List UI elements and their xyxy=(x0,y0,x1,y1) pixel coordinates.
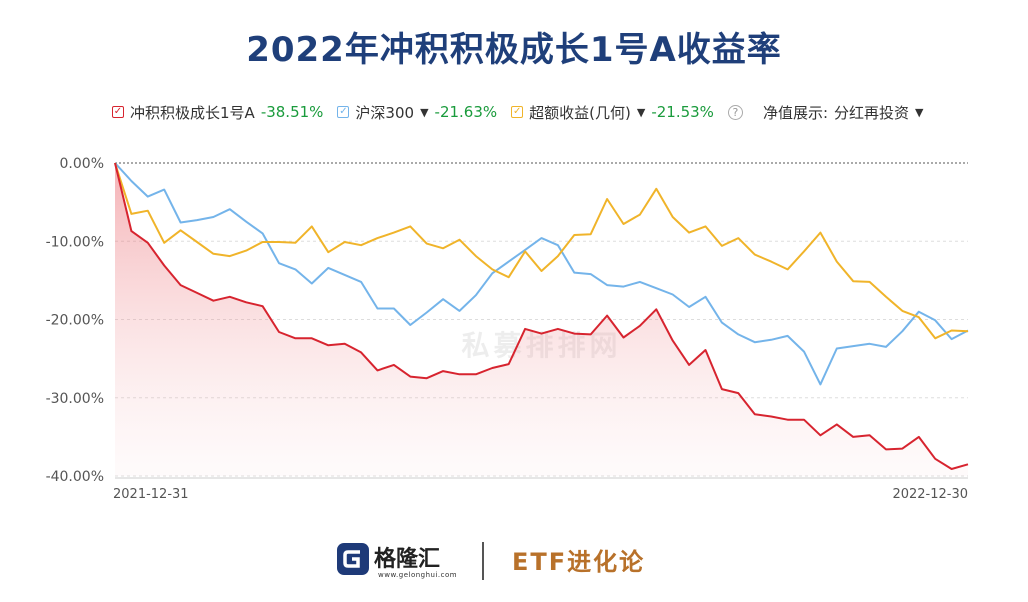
checkbox-icon[interactable]: ✓ xyxy=(511,106,524,118)
y-tick-label: -20.00% xyxy=(46,313,104,329)
series-line xyxy=(114,162,969,386)
help-icon[interactable]: ? xyxy=(727,104,743,120)
net-value-label: 净值展示: xyxy=(762,103,828,122)
legend-item-hs300[interactable]: ✓ 沪深300 ▼ -21.63% xyxy=(337,102,497,123)
legend: ✓ 冲积积极成长1号A -38.51% ✓ 沪深300 ▼ -21.63% ✓ … xyxy=(112,100,923,124)
legend-label: 沪深300 xyxy=(355,103,415,122)
y-tick-label: -10.00% xyxy=(46,234,104,250)
legend-value: -21.53% xyxy=(651,103,714,121)
line-chart: 0.00% -10.00% -20.00% -30.00% -40.00% 2021-12… xyxy=(46,156,969,502)
chevron-down-icon[interactable]: ▼ xyxy=(636,105,646,119)
brand-name: ETF进化论 xyxy=(512,548,646,576)
net-value-selector[interactable]: 净值展示: 分红再投资 ▼ xyxy=(763,102,924,123)
logo-name: 格隆汇 xyxy=(374,547,441,572)
legend-value: -38.51% xyxy=(260,103,324,121)
series-line xyxy=(114,162,969,470)
series-area xyxy=(115,163,968,476)
y-tick-label: -40.00% xyxy=(46,469,104,485)
series-line xyxy=(114,162,969,340)
legend-item-fund[interactable]: ✓ 冲积积极成长1号A -38.51% xyxy=(112,102,323,123)
chart-title: 2022年冲积积极成长1号A收益率 xyxy=(246,30,782,70)
y-tick-label: 0.00% xyxy=(60,156,104,172)
legend-item-excess[interactable]: ✓ 超额收益(几何) ▼ -21.53% xyxy=(511,102,714,123)
x-tick-label: 2021-12-31 xyxy=(113,487,189,502)
y-tick-label: -30.00% xyxy=(46,391,104,407)
legend-value: -21.63% xyxy=(434,103,498,121)
divider xyxy=(482,542,484,580)
checkbox-icon[interactable]: ✓ xyxy=(112,106,124,118)
legend-label: 超额收益(几何) xyxy=(529,103,631,122)
footer: 格隆汇 www.gelonghui.com ETF进化论 xyxy=(0,532,1028,588)
chevron-down-icon[interactable]: ▼ xyxy=(915,105,924,119)
legend-label: 冲积积极成长1号A xyxy=(130,103,255,122)
logo-url: www.gelonghui.com xyxy=(378,571,458,579)
chevron-down-icon[interactable]: ▼ xyxy=(420,105,429,119)
net-value-option: 分红再投资 xyxy=(834,103,910,122)
checkbox-icon[interactable]: ✓ xyxy=(337,106,350,118)
x-tick-label: 2022-12-30 xyxy=(892,487,968,502)
gelonghui-logo-icon xyxy=(337,543,369,575)
